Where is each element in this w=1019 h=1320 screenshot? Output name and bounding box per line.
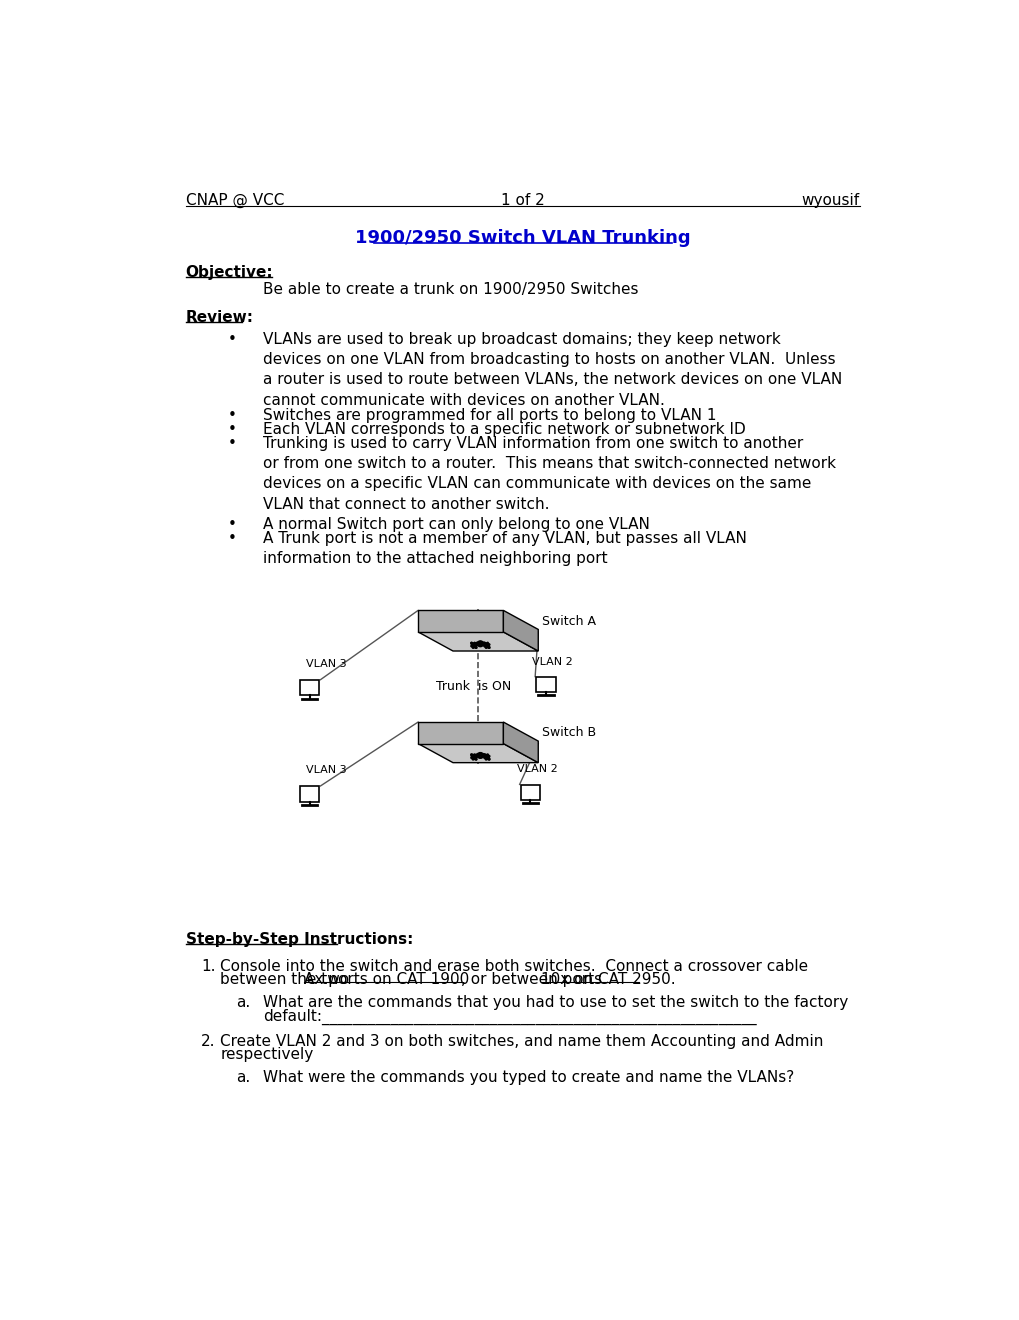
FancyBboxPatch shape xyxy=(300,680,319,696)
Text: Objective:: Objective: xyxy=(185,264,273,280)
Text: VLAN 3: VLAN 3 xyxy=(306,766,346,775)
Text: A normal Switch port can only belong to one VLAN: A normal Switch port can only belong to … xyxy=(263,517,649,532)
Text: CNAP @ VCC: CNAP @ VCC xyxy=(185,193,283,209)
Text: a.: a. xyxy=(235,995,250,1010)
Text: Console into the switch and erase both switches.  Connect a crossover cable: Console into the switch and erase both s… xyxy=(220,960,808,974)
Text: •: • xyxy=(228,422,236,437)
Text: a.: a. xyxy=(235,1071,250,1085)
Polygon shape xyxy=(503,610,538,651)
Text: VLAN 2: VLAN 2 xyxy=(516,764,556,775)
Text: wyousif: wyousif xyxy=(801,193,859,209)
Text: 1900/2950 Switch VLAN Trunking: 1900/2950 Switch VLAN Trunking xyxy=(355,230,690,247)
Text: 1.: 1. xyxy=(201,960,215,974)
Text: Trunking is used to carry VLAN information from one switch to another
or from on: Trunking is used to carry VLAN informati… xyxy=(263,436,836,512)
Text: Review:: Review: xyxy=(185,310,254,325)
Text: Trunk  is ON: Trunk is ON xyxy=(435,680,511,693)
Text: between the two: between the two xyxy=(220,973,355,987)
Text: •: • xyxy=(228,531,236,546)
Polygon shape xyxy=(418,743,538,763)
Text: Switch B: Switch B xyxy=(541,726,596,739)
Text: A Trunk port is not a member of any VLAN, but passes all VLAN
information to the: A Trunk port is not a member of any VLAN… xyxy=(263,531,746,566)
Text: Switches are programmed for all ports to belong to VLAN 1: Switches are programmed for all ports to… xyxy=(263,408,716,422)
Text: , or between ports: , or between ports xyxy=(461,973,606,987)
Text: Switch A: Switch A xyxy=(541,615,595,628)
FancyBboxPatch shape xyxy=(300,787,319,801)
Polygon shape xyxy=(418,632,538,651)
Text: Ax ports on CAT 1900: Ax ports on CAT 1900 xyxy=(304,973,469,987)
Text: Be able to create a trunk on 1900/2950 Switches: Be able to create a trunk on 1900/2950 S… xyxy=(263,281,638,297)
Text: •: • xyxy=(228,408,236,422)
Text: Step-by-Step Instructions:: Step-by-Step Instructions: xyxy=(185,932,413,948)
Text: Each VLAN corresponds to a specific network or subnetwork ID: Each VLAN corresponds to a specific netw… xyxy=(263,422,745,437)
Text: •: • xyxy=(228,331,236,347)
FancyBboxPatch shape xyxy=(536,677,555,692)
Text: 10x on CAT 2950.: 10x on CAT 2950. xyxy=(541,973,676,987)
Text: 2.: 2. xyxy=(201,1034,215,1049)
Polygon shape xyxy=(418,722,503,743)
Polygon shape xyxy=(418,610,503,632)
Text: •: • xyxy=(228,436,236,450)
Polygon shape xyxy=(503,722,538,763)
Text: default:_________________________________________________________: default:________________________________… xyxy=(263,1008,756,1024)
Text: Create VLAN 2 and 3 on both switches, and name them Accounting and Admin: Create VLAN 2 and 3 on both switches, an… xyxy=(220,1034,823,1049)
Text: respectively: respectively xyxy=(220,1047,314,1063)
FancyBboxPatch shape xyxy=(521,784,540,800)
Text: 1 of 2: 1 of 2 xyxy=(500,193,544,209)
Text: What are the commands that you had to use to set the switch to the factory: What are the commands that you had to us… xyxy=(263,995,848,1010)
Text: VLANs are used to break up broadcast domains; they keep network
devices on one V: VLANs are used to break up broadcast dom… xyxy=(263,331,842,408)
Text: VLAN 2: VLAN 2 xyxy=(532,656,573,667)
Text: VLAN 3: VLAN 3 xyxy=(306,659,346,669)
Text: •: • xyxy=(228,517,236,532)
Text: What were the commands you typed to create and name the VLANs?: What were the commands you typed to crea… xyxy=(263,1071,794,1085)
